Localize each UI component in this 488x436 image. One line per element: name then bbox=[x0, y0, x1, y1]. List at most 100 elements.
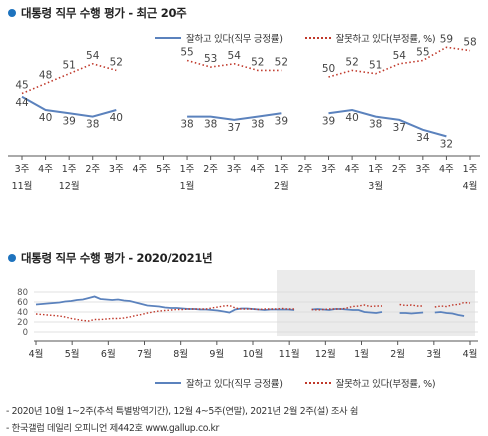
top-chart-legend: 잘하고 있다(직무 긍정률) 잘못하고 있다(부정률, %) bbox=[155, 31, 436, 45]
approve-series-line bbox=[21, 95, 117, 118]
x-month-label: 10월 bbox=[243, 348, 264, 360]
approve-data-label: 40 bbox=[345, 112, 358, 124]
approve-data-label: 38 bbox=[86, 119, 99, 131]
x-tick-label: 3주 bbox=[15, 164, 30, 175]
approve-data-label: 38 bbox=[180, 119, 193, 131]
x-month-label: 4월 bbox=[463, 348, 478, 360]
disapprove-data-label: 54 bbox=[228, 50, 242, 62]
month-label: 4월 bbox=[463, 180, 478, 192]
x-tick-label: 3주 bbox=[415, 164, 430, 175]
x-tick-label: 1주 bbox=[368, 164, 383, 175]
y-tick-label: 40 bbox=[17, 308, 28, 318]
approve-data-label: 34 bbox=[416, 132, 430, 144]
x-tick-label: 4주 bbox=[132, 164, 147, 175]
approve-series-line bbox=[399, 311, 424, 315]
x-month-label: 3월 bbox=[426, 348, 441, 360]
legend-approve-swatch bbox=[155, 382, 181, 384]
x-tick-label: 2주 bbox=[203, 164, 218, 175]
x-month-label: 11월 bbox=[279, 348, 300, 360]
disapprove-data-label: 51 bbox=[369, 60, 382, 72]
x-tick-label: 3주 bbox=[321, 164, 336, 175]
top-chart-title: 대통령 직무 수행 평가 - 최근 20주 bbox=[8, 5, 187, 21]
x-month-label: 12월 bbox=[315, 348, 336, 360]
recent-20-weeks-shade bbox=[277, 270, 475, 336]
month-label: 2월 bbox=[274, 180, 289, 192]
approve-data-label: 39 bbox=[322, 115, 335, 127]
approve-data-label: 37 bbox=[228, 122, 241, 134]
disapprove-series-line bbox=[35, 304, 295, 322]
approve-data-label: 32 bbox=[440, 138, 453, 150]
disapprove-series-line bbox=[186, 59, 282, 72]
x-tick-label: 5주 bbox=[156, 164, 171, 175]
x-month-label: 1월 bbox=[354, 348, 369, 360]
disapprove-data-label: 55 bbox=[180, 47, 193, 59]
approve-data-label: 40 bbox=[39, 112, 52, 124]
legend-disapprove-swatch bbox=[304, 382, 331, 384]
legend-disapprove-label: 잘못하고 있다(부정률, %) bbox=[335, 379, 436, 390]
disapprove-data-label: 58 bbox=[463, 37, 476, 49]
disapprove-data-label: 55 bbox=[416, 47, 429, 59]
disapprove-data-label: 52 bbox=[110, 56, 123, 68]
approve-data-label: 40 bbox=[110, 112, 123, 124]
footnote-source: - 한국갤럽 데일리 오피니언 제442호 www.gallup.co.kr bbox=[6, 423, 219, 434]
approve-data-label: 38 bbox=[204, 119, 217, 131]
legend-disapprove-label: 잘못하고 있다(부정률, %) bbox=[335, 34, 436, 45]
disapprove-data-label: 54 bbox=[393, 50, 407, 62]
top-chart-title-text: 대통령 직무 수행 평가 - 최근 20주 bbox=[21, 6, 187, 20]
x-tick-label: 1주 bbox=[274, 164, 289, 175]
disapprove-data-label: 51 bbox=[62, 60, 75, 72]
approve-series-line bbox=[434, 311, 465, 317]
y-tick-label: 80 bbox=[17, 288, 28, 298]
x-month-label: 4월 bbox=[29, 348, 44, 360]
disapprove-series-line bbox=[311, 304, 382, 311]
disapprove-data-label: 59 bbox=[440, 33, 453, 45]
top-chart: 44 40 39 38 40 38 38 37 38 39 39 40 38 37 34 32 45 48 51 54… bbox=[8, 33, 480, 192]
approve-data-label: 39 bbox=[275, 115, 288, 127]
x-tick-label: 2주 bbox=[85, 164, 100, 175]
footnote-survey-gaps: - 2020년 10월 1~2주(추석 특별방역기간), 12월 4~5주(연말… bbox=[6, 406, 359, 417]
disapprove-data-label: 52 bbox=[251, 56, 264, 68]
month-label: 1월 bbox=[180, 180, 195, 192]
approve-data-label: 38 bbox=[369, 119, 382, 131]
x-tick-label: 4주 bbox=[345, 164, 360, 175]
disapprove-data-label: 50 bbox=[322, 63, 335, 75]
disapprove-data-label: 48 bbox=[39, 70, 52, 82]
disapprove-series-line bbox=[434, 301, 471, 308]
month-label: 11월 bbox=[12, 180, 33, 192]
x-tick-label: 2주 bbox=[298, 164, 313, 175]
x-tick-label: 4주 bbox=[38, 164, 53, 175]
x-month-label: 5월 bbox=[65, 348, 80, 360]
x-tick-label: 3주 bbox=[109, 164, 124, 175]
y-tick-label: 60 bbox=[17, 298, 28, 308]
legend-approve-label: 잘하고 있다(직무 긍정률) bbox=[186, 34, 283, 45]
disapprove-data-label: 45 bbox=[15, 80, 28, 92]
x-month-label: 7월 bbox=[137, 348, 152, 360]
x-month-label: 6월 bbox=[101, 348, 116, 360]
approve-data-label: 39 bbox=[62, 115, 75, 127]
disapprove-data-label: 54 bbox=[86, 50, 100, 62]
y-tick-label: 0 bbox=[23, 328, 28, 338]
legend-approve-swatch bbox=[155, 37, 181, 39]
bottom-chart-title-text: 대통령 직무 수행 평가 - 2020/2021년 bbox=[21, 251, 213, 265]
month-label: 3월 bbox=[368, 180, 383, 192]
legend-disapprove-swatch bbox=[304, 37, 331, 39]
approve-series-line bbox=[187, 112, 282, 121]
x-tick-label: 3주 bbox=[227, 164, 242, 175]
disapprove-data-label: 52 bbox=[275, 56, 288, 68]
month-label: 12월 bbox=[59, 180, 80, 192]
x-month-label: 2월 bbox=[390, 348, 405, 360]
approve-data-label: 44 bbox=[15, 97, 29, 109]
bottom-chart-legend: 잘하고 있다(직무 긍정률) 잘못하고 있다(부정률, %) bbox=[155, 376, 436, 390]
disapprove-series-line bbox=[328, 46, 471, 78]
disapprove-series-line bbox=[399, 303, 424, 307]
x-tick-label: 1주 bbox=[62, 164, 77, 175]
x-tick-label: 1주 bbox=[180, 164, 195, 175]
approve-series-line bbox=[328, 108, 447, 138]
x-tick-label: 4주 bbox=[250, 164, 265, 175]
x-month-label: 9월 bbox=[209, 348, 224, 360]
y-tick-label: 20 bbox=[17, 318, 28, 328]
title-bullet-icon bbox=[8, 254, 16, 262]
disapprove-data-label: 53 bbox=[204, 53, 217, 65]
x-tick-label: 1주 bbox=[463, 164, 478, 175]
